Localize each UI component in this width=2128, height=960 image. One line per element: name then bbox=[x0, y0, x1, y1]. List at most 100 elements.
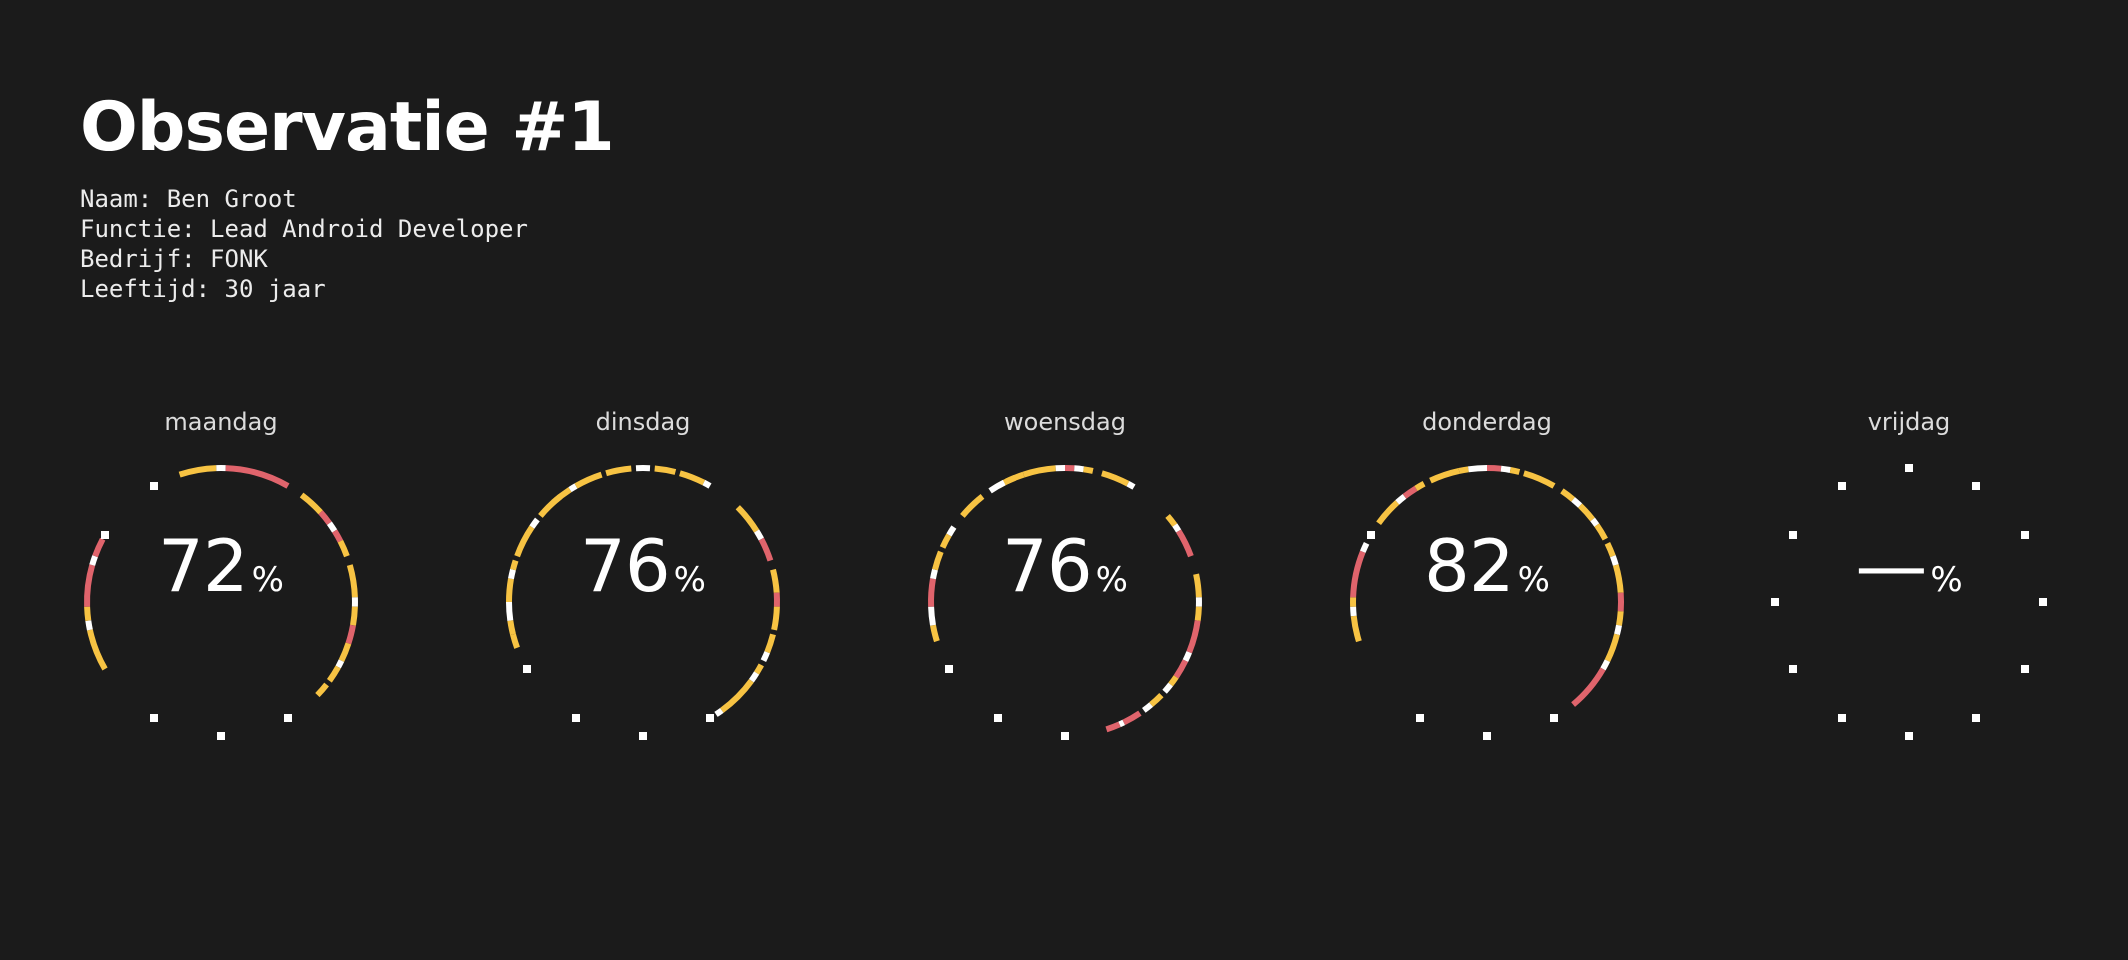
gauge-tick bbox=[150, 482, 158, 490]
gauge-segment bbox=[506, 601, 514, 622]
gauge-segment bbox=[1458, 466, 1469, 474]
gauge-segment bbox=[1571, 497, 1583, 508]
gauge-segment bbox=[679, 470, 706, 486]
participant-name: Naam: Ben Groot bbox=[80, 185, 297, 213]
gauge-segment bbox=[930, 568, 938, 580]
gauge-segment bbox=[84, 564, 96, 607]
day-label: donderdag bbox=[1422, 408, 1552, 436]
header: Observatie #1 Naam: Ben Groot Functie: L… bbox=[80, 84, 615, 304]
score-gauge bbox=[1297, 464, 1677, 764]
gauge-tick bbox=[1972, 714, 1980, 722]
score-gauge bbox=[31, 464, 411, 764]
gauge-segment bbox=[932, 550, 944, 571]
gauge-segment bbox=[538, 494, 563, 518]
gauge-segment bbox=[758, 537, 774, 562]
gauge-segment bbox=[764, 633, 776, 654]
gauge-segment bbox=[1162, 682, 1173, 694]
gauge-segment bbox=[1395, 494, 1407, 505]
score-gauge bbox=[875, 464, 1255, 764]
day-label: vrijdag bbox=[1867, 408, 1951, 436]
score-value: — bbox=[1855, 524, 1927, 608]
gauge-segment bbox=[748, 671, 760, 683]
gauge-segment bbox=[1590, 517, 1600, 527]
gauge-segment bbox=[1360, 541, 1370, 553]
day-label: woensdag bbox=[1004, 408, 1126, 436]
score-value: 82 bbox=[1424, 524, 1515, 608]
gauge-segment bbox=[770, 568, 780, 593]
gauge-segment bbox=[760, 651, 770, 663]
gauge-segment bbox=[299, 492, 323, 515]
gauge-segment bbox=[337, 539, 350, 558]
gauge-segment bbox=[1350, 550, 1366, 598]
gauge-tick bbox=[572, 714, 580, 722]
gauge-segment bbox=[345, 624, 356, 645]
gauge-tick bbox=[2039, 598, 2047, 606]
gauge-segment bbox=[928, 578, 936, 607]
gauge-segment bbox=[508, 568, 516, 580]
gauge-segment bbox=[1142, 702, 1154, 713]
participant-info: Naam: Ben Groot Functie: Lead Android De… bbox=[80, 184, 614, 304]
participant-function: Functie: Lead Android Developer bbox=[80, 215, 528, 243]
gauge-tick bbox=[217, 732, 225, 740]
gauge-segment bbox=[1604, 633, 1620, 663]
gauge-tick bbox=[1771, 598, 1779, 606]
gauge-segment bbox=[1165, 513, 1178, 527]
gauge-segment bbox=[338, 642, 352, 663]
gauge-segment bbox=[1560, 488, 1576, 502]
gauge-segment bbox=[1105, 721, 1121, 733]
gauge-segment bbox=[84, 606, 92, 622]
gauge-segment bbox=[1509, 467, 1521, 475]
gauge-tick bbox=[150, 714, 158, 722]
score-readout: —% bbox=[1719, 526, 2099, 606]
gauge-tick bbox=[994, 714, 1002, 722]
score-gauge bbox=[1719, 464, 2099, 764]
gauge-tick bbox=[1367, 531, 1375, 539]
gauge-segment bbox=[89, 555, 98, 566]
gauge-segment bbox=[568, 483, 578, 493]
gauge-segment bbox=[510, 633, 520, 649]
gauge-segment bbox=[1083, 466, 1094, 474]
gauge-segment bbox=[1429, 467, 1460, 484]
gauge-segment bbox=[702, 479, 712, 489]
gauge-segment bbox=[1614, 624, 1622, 636]
gauge-tick bbox=[1789, 665, 1797, 673]
gauge-segment bbox=[735, 505, 760, 533]
gauge-segment bbox=[1500, 465, 1511, 473]
gauge-segment bbox=[960, 494, 985, 518]
gauge-tick bbox=[639, 732, 647, 740]
gauge-segment bbox=[1402, 485, 1418, 499]
gauge-segment bbox=[754, 663, 764, 675]
score-gauge bbox=[453, 464, 833, 764]
gauge-segment bbox=[939, 533, 952, 549]
gauge-segment bbox=[318, 510, 332, 525]
gauge-tick bbox=[1483, 732, 1491, 740]
day-gauges: maandag 72% dinsdag 76% woensdag 76% don… bbox=[0, 408, 2128, 768]
gauge-tick bbox=[945, 665, 953, 673]
gauge-segment bbox=[719, 678, 754, 713]
gauge-tick bbox=[284, 714, 292, 722]
gauge-segment bbox=[350, 606, 358, 626]
score-readout: 82% bbox=[1297, 526, 1677, 606]
gauge-tick bbox=[1838, 482, 1846, 490]
gauge-tick bbox=[101, 531, 109, 539]
gauge-segment bbox=[346, 564, 358, 598]
gauge-tick bbox=[706, 714, 714, 722]
gauge-segment bbox=[928, 606, 936, 626]
score-unit: % bbox=[1517, 560, 1550, 600]
gauge-segment bbox=[326, 521, 338, 533]
gauge-segment bbox=[1168, 675, 1179, 687]
gauge-segment bbox=[514, 525, 535, 558]
score-value: 76 bbox=[1002, 524, 1093, 608]
gauge-segment bbox=[315, 682, 329, 698]
gauge-segment bbox=[654, 465, 677, 475]
gauge-segment bbox=[574, 471, 603, 489]
gauge-tick bbox=[1550, 714, 1558, 722]
gauge-segment bbox=[1577, 503, 1595, 522]
day-label: dinsdag bbox=[595, 408, 691, 436]
score-value: 76 bbox=[580, 524, 671, 608]
gauge-segment bbox=[1600, 659, 1611, 671]
score-unit: % bbox=[1095, 560, 1128, 600]
gauge-tick bbox=[1905, 732, 1913, 740]
gauge-segment bbox=[1074, 465, 1085, 473]
score-readout: 72% bbox=[31, 526, 411, 606]
